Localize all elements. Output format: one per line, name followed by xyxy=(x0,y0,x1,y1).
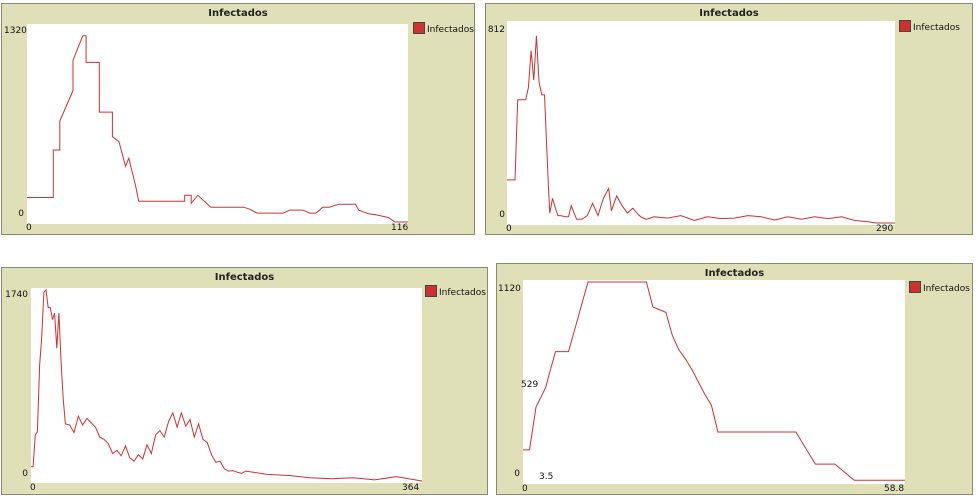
chart-panel-infectados-3: Infectados 1740 0 0 364 Infectados xyxy=(1,267,488,495)
chart-panel-infectados-2: Infectados 812 0 0 290 Infectados xyxy=(485,3,973,235)
y-min-tick: 0 xyxy=(499,210,505,220)
legend: Infectados xyxy=(909,281,970,294)
series-line-infectados xyxy=(27,35,408,223)
y-max-tick: 1740 xyxy=(5,290,28,300)
x-mid-tick: 3.5 xyxy=(539,472,554,482)
line-chart-svg xyxy=(31,288,423,482)
chart-title: Infectados xyxy=(208,8,268,19)
legend-swatch xyxy=(909,281,921,293)
legend-swatch xyxy=(413,22,425,34)
x-min-tick: 0 xyxy=(522,484,528,494)
legend: Infectados xyxy=(899,20,960,33)
plot-area xyxy=(523,280,905,484)
line-chart-svg xyxy=(507,35,895,224)
chart-title: Infectados xyxy=(214,272,275,283)
legend-label: Infectados xyxy=(439,288,486,298)
y-max-tick: 1120 xyxy=(498,284,521,294)
series-line-infectados xyxy=(523,281,905,481)
chart-title: Infectados xyxy=(704,268,765,279)
legend-label: Infectados xyxy=(923,284,970,294)
plot-area xyxy=(507,21,895,225)
x-min-tick: 0 xyxy=(506,224,512,234)
x-max-tick: 58.8 xyxy=(884,484,905,494)
legend: Infectados xyxy=(413,22,474,35)
y-min-tick: 0 xyxy=(22,469,28,479)
y-mid-tick: 529 xyxy=(521,380,539,390)
y-min-tick: 0 xyxy=(18,209,24,219)
legend-label: Infectados xyxy=(913,23,960,33)
legend-swatch xyxy=(425,285,437,297)
x-max-tick: 364 xyxy=(402,483,420,493)
chart-title: Infectados xyxy=(699,8,759,19)
line-chart-svg xyxy=(523,281,905,481)
y-max-tick: 812 xyxy=(487,25,505,35)
legend-label: Infectados xyxy=(427,25,474,35)
plot-area xyxy=(27,24,408,224)
x-min-tick: 0 xyxy=(30,483,36,493)
legend: Infectados xyxy=(425,285,486,298)
x-min-tick: 0 xyxy=(26,223,32,233)
series-line-infectados xyxy=(507,35,895,224)
series-line-infectados xyxy=(31,288,423,482)
y-min-tick: 0 xyxy=(514,469,520,479)
y-max-tick: 1320 xyxy=(4,26,27,36)
x-max-tick: 290 xyxy=(876,224,894,234)
plot-area xyxy=(31,288,423,483)
line-chart-svg xyxy=(27,35,408,223)
legend-swatch xyxy=(899,20,911,32)
chart-panel-infectados-1: Infectados 1320 0 0 116 Infectados xyxy=(1,3,475,235)
chart-panel-infectados-4: Infectados 1120 529 0 3.5 0 58.8 Infecta… xyxy=(496,263,973,495)
x-max-tick: 116 xyxy=(391,223,409,233)
